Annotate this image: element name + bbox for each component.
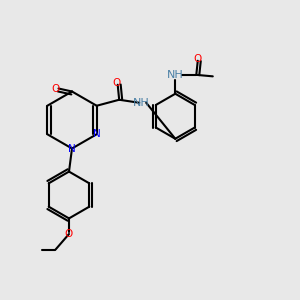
Text: N: N (93, 129, 101, 139)
Text: O: O (194, 54, 202, 64)
Text: O: O (65, 229, 73, 239)
Text: O: O (112, 78, 120, 88)
Text: NH: NH (132, 98, 149, 108)
Text: N: N (68, 143, 76, 154)
Text: NH: NH (167, 70, 184, 80)
Text: O: O (51, 83, 60, 94)
